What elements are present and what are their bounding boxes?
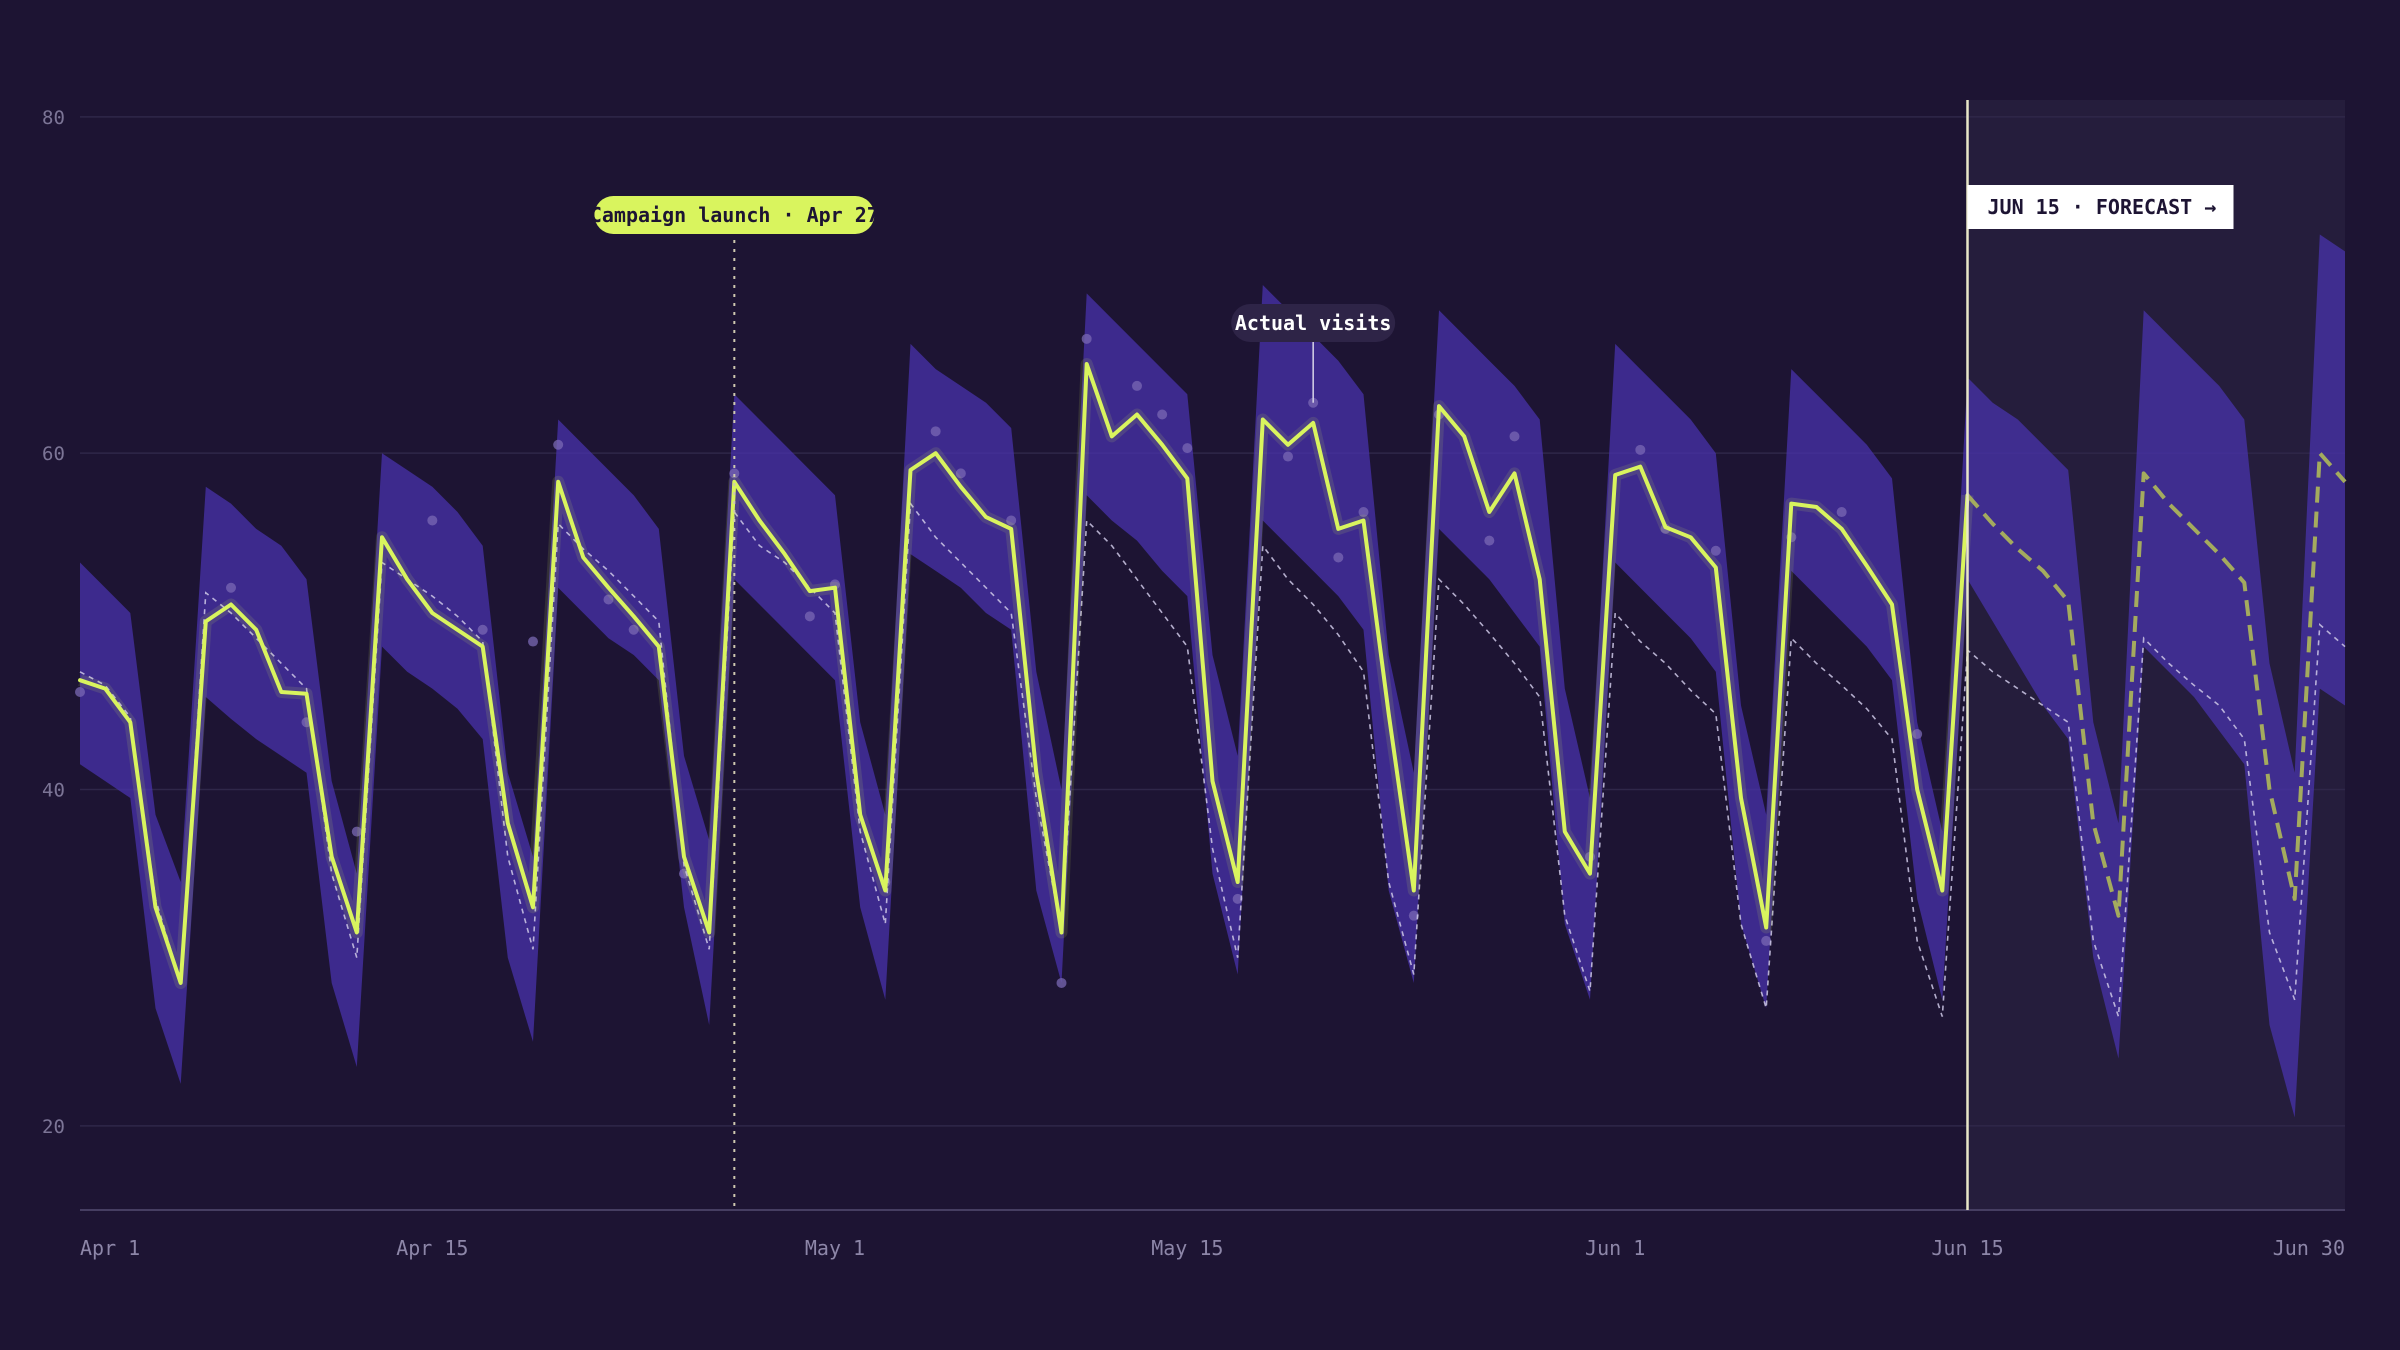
sample-point bbox=[1232, 893, 1243, 904]
x-tick-label: May 15 bbox=[1151, 1236, 1223, 1260]
sample-point bbox=[1006, 515, 1017, 526]
annotations: Campaign launch · Apr 27 Actual visits JUN… bbox=[590, 100, 2234, 1210]
sample-point bbox=[804, 611, 815, 622]
sample-point bbox=[1081, 333, 1092, 344]
y-tick-label: 40 bbox=[42, 780, 65, 802]
sample-point bbox=[628, 624, 639, 635]
campaign-launch-pill bbox=[594, 196, 875, 234]
sample-point bbox=[729, 468, 740, 479]
sample-point bbox=[1358, 507, 1369, 518]
sample-point bbox=[427, 515, 438, 526]
sample-point bbox=[1333, 552, 1344, 563]
sample-point bbox=[1710, 545, 1721, 556]
x-tick-label: Apr 1 bbox=[80, 1236, 140, 1260]
sample-point bbox=[1761, 935, 1772, 946]
sample-point bbox=[1484, 535, 1495, 546]
sample-point bbox=[1836, 507, 1847, 518]
sample-point bbox=[1157, 409, 1168, 420]
sample-point bbox=[1635, 444, 1646, 455]
forecast-tag bbox=[1967, 185, 2234, 229]
forecast-tag-label: JUN 15 · FORECAST → bbox=[1988, 195, 2217, 219]
actual-visits-callout bbox=[1231, 304, 1396, 342]
actual-visits-line bbox=[78, 362, 1970, 985]
sample-points bbox=[75, 333, 1923, 988]
sample-point bbox=[477, 624, 488, 635]
sample-point bbox=[553, 439, 564, 450]
sample-point bbox=[1283, 451, 1293, 462]
sample-point bbox=[1132, 380, 1142, 391]
y-tick-label: 80 bbox=[42, 107, 65, 129]
sample-point bbox=[226, 582, 236, 593]
sample-point bbox=[930, 426, 941, 437]
sample-point bbox=[603, 594, 614, 605]
x-tick-label: Jun 15 bbox=[1931, 1236, 2003, 1260]
sample-point bbox=[1182, 443, 1193, 454]
sample-point bbox=[351, 826, 362, 837]
x-tick-label: Jun 30 bbox=[2273, 1236, 2345, 1260]
campaign-launch-label: Campaign launch · Apr 27 bbox=[590, 203, 879, 227]
prediction-interval-band bbox=[80, 234, 2345, 1118]
actual-visits-callout-label: Actual visits bbox=[1235, 311, 1392, 335]
sample-point bbox=[75, 687, 85, 697]
sample-point bbox=[1509, 431, 1520, 442]
sample-point bbox=[1056, 977, 1067, 988]
x-tick-label: Jun 1 bbox=[1585, 1236, 1645, 1260]
x-axis-ticks: Apr 1 Apr 15 May 1 May 15 Jun 1 Jun 15 Jun 30 bbox=[80, 1236, 2345, 1260]
sample-point bbox=[528, 636, 538, 647]
forecast-line bbox=[1965, 451, 2347, 918]
y-tick-label: 20 bbox=[42, 1116, 65, 1138]
sample-point bbox=[1408, 910, 1419, 921]
x-tick-label: May 1 bbox=[805, 1236, 865, 1260]
sample-point bbox=[955, 468, 966, 479]
y-axis-ticks: 20 40 60 80 bbox=[42, 107, 65, 1138]
sample-point bbox=[1912, 729, 1923, 740]
y-tick-label: 60 bbox=[42, 443, 65, 465]
x-tick-label: Apr 15 bbox=[396, 1236, 468, 1260]
